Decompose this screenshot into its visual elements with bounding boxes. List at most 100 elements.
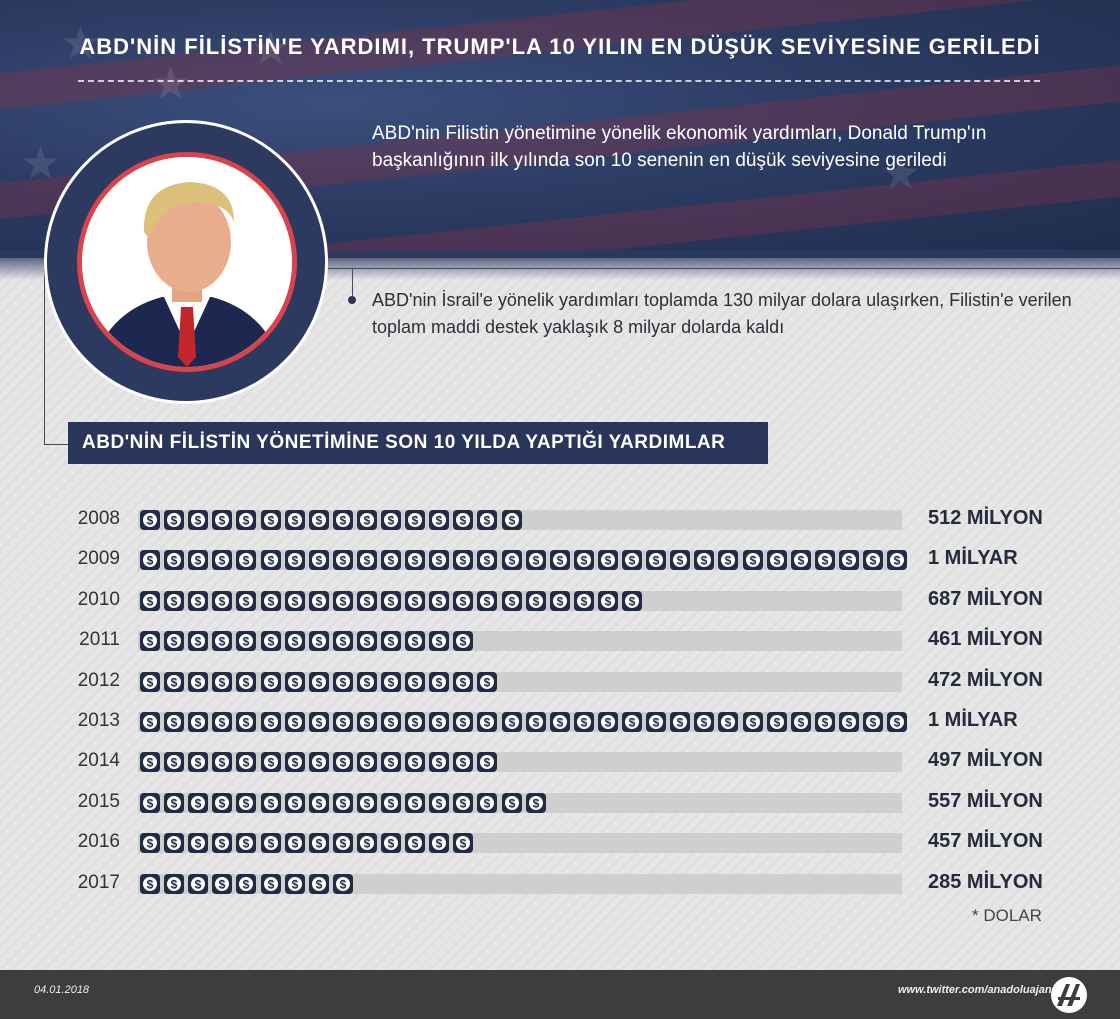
dollar-coin-icon: $ bbox=[164, 752, 185, 773]
svg-text:$: $ bbox=[147, 796, 154, 810]
svg-text:$: $ bbox=[460, 514, 467, 528]
year-label: 2017 bbox=[77, 871, 120, 893]
bar: $ $ $ $ $ $ $ $ $ $ $ $ $ $ $ $ bbox=[140, 510, 526, 530]
dollar-coin-icon: $ bbox=[332, 752, 353, 773]
dollar-coin-icon: $ bbox=[477, 590, 498, 611]
svg-text:$: $ bbox=[147, 756, 154, 770]
footer: 04.01.2018 www.twitter.com/anadoluajansi bbox=[0, 970, 1120, 1019]
dollar-coin-icon: $ bbox=[356, 833, 377, 854]
dollar-coin-icon: $ bbox=[284, 752, 305, 773]
value-label: 497 MİLYON bbox=[928, 749, 1043, 772]
dollar-coin-icon: $ bbox=[260, 873, 281, 894]
dollar-coin-icon: $ bbox=[308, 792, 329, 813]
svg-text:$: $ bbox=[171, 796, 178, 810]
svg-text:$: $ bbox=[195, 594, 202, 608]
dollar-coin-icon: $ bbox=[212, 873, 233, 894]
year-label: 2012 bbox=[77, 669, 120, 691]
dollar-coin-icon: $ bbox=[284, 712, 305, 732]
dollar-coin-icon: $ bbox=[140, 671, 160, 692]
svg-text:$: $ bbox=[195, 514, 202, 528]
svg-text:$: $ bbox=[556, 716, 563, 730]
svg-text:$: $ bbox=[267, 716, 274, 730]
svg-text:$: $ bbox=[219, 675, 226, 689]
svg-text:$: $ bbox=[436, 514, 443, 528]
dollar-coin-icon: $ bbox=[718, 712, 739, 732]
svg-text:$: $ bbox=[364, 514, 371, 528]
svg-text:$: $ bbox=[147, 635, 154, 649]
svg-text:$: $ bbox=[508, 716, 515, 730]
svg-text:$: $ bbox=[315, 554, 322, 568]
bar-track bbox=[138, 873, 902, 894]
dollar-coin-icon: $ bbox=[164, 712, 185, 732]
dollar-coin-icon: $ bbox=[549, 550, 570, 571]
dollar-coin-icon: $ bbox=[405, 631, 426, 652]
dollar-coin-icon: $ bbox=[356, 792, 377, 813]
dollar-coin-icon: $ bbox=[284, 671, 305, 692]
svg-text:$: $ bbox=[388, 514, 395, 528]
svg-text:$: $ bbox=[388, 675, 395, 689]
chart-title: ABD'NİN FİLİSTİN YÖNETİMİNE SON 10 YILDA… bbox=[68, 422, 768, 464]
dollar-coin-icon: $ bbox=[597, 590, 618, 611]
dollar-coin-icon: $ bbox=[164, 550, 185, 571]
svg-text:$: $ bbox=[412, 716, 419, 730]
svg-text:$: $ bbox=[436, 796, 443, 810]
svg-text:$: $ bbox=[484, 514, 491, 528]
svg-text:$: $ bbox=[701, 554, 708, 568]
svg-text:$: $ bbox=[195, 716, 202, 730]
bar: $ $ $ $ $ $ $ $ $ $ $ $ $ $ $ bbox=[140, 671, 502, 692]
svg-text:$: $ bbox=[315, 594, 322, 608]
dollar-coin-icon: $ bbox=[597, 550, 618, 571]
svg-text:$: $ bbox=[171, 675, 178, 689]
value-label: 461 MİLYON bbox=[928, 628, 1043, 651]
svg-text:$: $ bbox=[460, 594, 467, 608]
dollar-coin-icon: $ bbox=[525, 590, 546, 611]
svg-text:$: $ bbox=[291, 675, 298, 689]
svg-text:$: $ bbox=[460, 675, 467, 689]
svg-text:$: $ bbox=[171, 877, 178, 891]
year-label: 2013 bbox=[77, 710, 120, 731]
svg-text:$: $ bbox=[339, 796, 346, 810]
svg-text:$: $ bbox=[315, 837, 322, 851]
svg-text:$: $ bbox=[412, 796, 419, 810]
bar-track bbox=[138, 833, 902, 854]
year-label: 2011 bbox=[79, 629, 120, 651]
dollar-coin-icon: $ bbox=[236, 631, 257, 652]
svg-text:$: $ bbox=[388, 837, 395, 851]
svg-text:$: $ bbox=[846, 716, 853, 730]
twitter-link[interactable]: www.twitter.com/anadoluajansi bbox=[898, 984, 1061, 996]
svg-text:$: $ bbox=[580, 594, 587, 608]
dollar-coin-icon: $ bbox=[212, 550, 233, 571]
dollar-coin-icon: $ bbox=[140, 873, 160, 894]
value-label: 512 MİLYON bbox=[928, 507, 1043, 529]
dollar-coin-icon: $ bbox=[405, 792, 426, 813]
dollar-coin-icon: $ bbox=[260, 671, 281, 692]
dollar-coin-icon: $ bbox=[381, 550, 401, 571]
dollar-coin-icon: $ bbox=[525, 712, 546, 732]
dollar-coin-icon: $ bbox=[140, 792, 160, 813]
dollar-coin-icon: $ bbox=[381, 510, 401, 530]
svg-text:$: $ bbox=[339, 514, 346, 528]
year-label: 2009 bbox=[77, 548, 120, 570]
dollar-coin-icon: $ bbox=[477, 712, 498, 732]
dollar-coin-icon: $ bbox=[525, 550, 546, 571]
svg-text:$: $ bbox=[484, 554, 491, 568]
svg-text:$: $ bbox=[219, 716, 226, 730]
svg-text:$: $ bbox=[508, 594, 515, 608]
dollar-coin-icon: $ bbox=[212, 792, 233, 813]
dollar-coin-icon: $ bbox=[164, 671, 185, 692]
dollar-coin-icon: $ bbox=[212, 752, 233, 773]
dollar-coin-icon: $ bbox=[284, 631, 305, 652]
dollar-coin-icon: $ bbox=[284, 550, 305, 571]
svg-text:$: $ bbox=[267, 635, 274, 649]
dollar-coin-icon: $ bbox=[356, 590, 377, 611]
dollar-coin-icon: $ bbox=[501, 590, 522, 611]
svg-text:$: $ bbox=[147, 837, 154, 851]
svg-text:$: $ bbox=[195, 877, 202, 891]
dollar-coin-icon: $ bbox=[140, 590, 160, 611]
dollar-coin-icon: $ bbox=[549, 712, 570, 732]
bar: $ $ $ $ $ $ $ $ $ $ $ $ $ $ $ $ $ bbox=[140, 792, 550, 813]
svg-text:$: $ bbox=[412, 554, 419, 568]
dollar-coin-icon: $ bbox=[356, 631, 377, 652]
svg-text:$: $ bbox=[821, 716, 828, 730]
svg-text:$: $ bbox=[171, 756, 178, 770]
